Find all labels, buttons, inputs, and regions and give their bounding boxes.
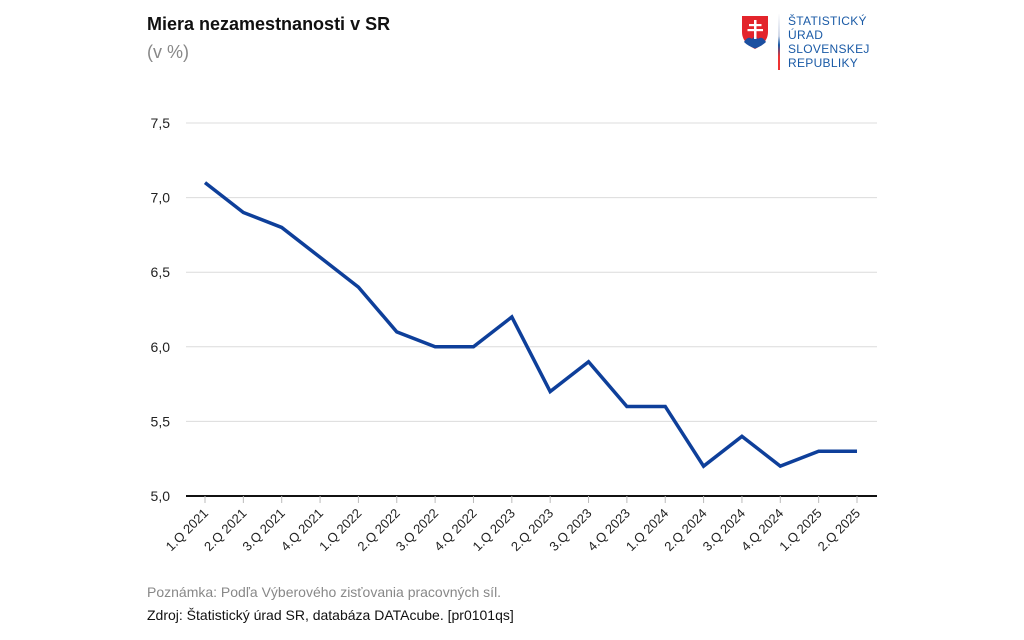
logo-line: SLOVENSKEJ	[788, 42, 870, 56]
y-tick-label: 7,5	[151, 115, 171, 131]
chart-subtitle: (v %)	[147, 42, 189, 62]
logo-line: ÚRAD	[788, 28, 824, 42]
y-tick-label: 6,0	[151, 339, 171, 355]
chart-note: Poznámka: Podľa Výberového zisťovania pr…	[147, 584, 502, 600]
y-tick-label: 5,0	[151, 488, 171, 504]
slovak-coat-of-arms-icon	[742, 16, 768, 49]
chart-source: Zdroj: Štatistický úrad SR, databáza DAT…	[147, 607, 514, 623]
x-tick-label: 2.Q 2025	[815, 506, 863, 554]
susr-logo: ŠTATISTICKÝ ÚRAD SLOVENSKEJ REPUBLIKY	[740, 14, 870, 70]
series-line	[203, 181, 857, 469]
logo-line: REPUBLIKY	[788, 56, 859, 70]
y-tick-label: 5,5	[151, 413, 171, 429]
logo-text: ŠTATISTICKÝ ÚRAD SLOVENSKEJ REPUBLIKY	[778, 14, 870, 70]
y-tick-label: 7,0	[151, 190, 171, 206]
chart-title: Miera nezamestnanosti v SR	[147, 14, 391, 34]
logo-line: ŠTATISTICKÝ	[788, 14, 867, 28]
y-tick-label: 6,5	[151, 264, 171, 280]
